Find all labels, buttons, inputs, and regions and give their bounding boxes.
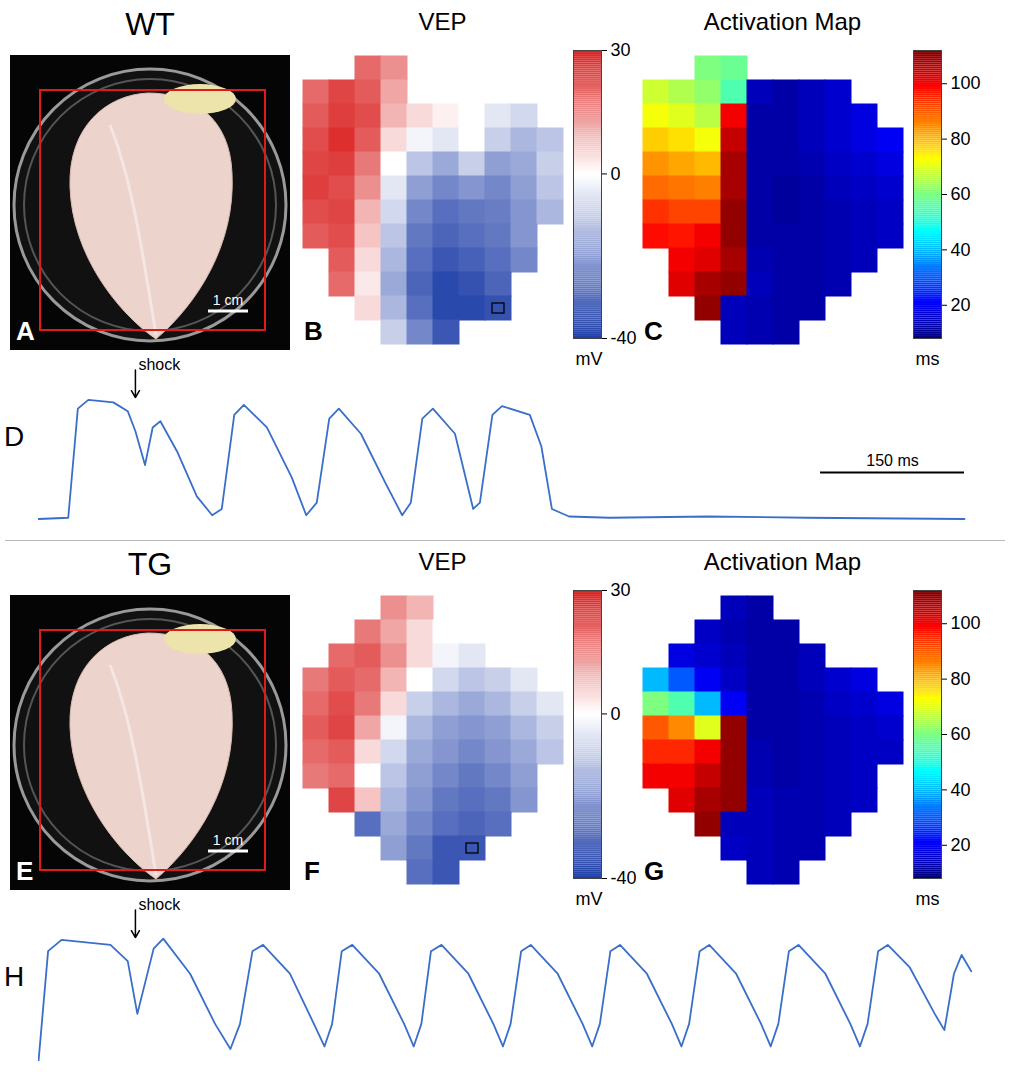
svg-text:shock: shock: [138, 896, 181, 913]
html-text:Activation Map: Activation Map: [703, 8, 862, 35]
html-text:VEP: VEP: [418, 548, 467, 575]
svg-text:20: 20: [951, 835, 971, 855]
svg-text:80: 80: [951, 669, 971, 689]
svg-text:mV: mV: [576, 349, 603, 369]
svg-text:-40: -40: [611, 868, 637, 888]
svg-text:30: 30: [611, 40, 631, 60]
html-text:H: H: [4, 961, 25, 992]
svg-text:60: 60: [951, 184, 971, 204]
svg-text:150 ms: 150 ms: [866, 452, 918, 469]
html-text:Activation Map: Activation Map: [703, 548, 862, 575]
svg-text:1 cm: 1 cm: [213, 292, 243, 308]
html-text:D: D: [4, 421, 25, 452]
svg-text:40: 40: [951, 780, 971, 800]
svg-text:40: 40: [951, 240, 971, 260]
svg-text:shock: shock: [138, 356, 181, 373]
svg-text:100: 100: [951, 73, 981, 93]
svg-text:60: 60: [951, 724, 971, 744]
html-text:TG: TG: [127, 546, 173, 582]
html-text:B: B: [304, 316, 323, 346]
svg-text:mV: mV: [576, 889, 603, 909]
svg-text:0: 0: [611, 704, 621, 724]
html-text:WT: WT: [125, 6, 175, 42]
svg-text:-40: -40: [611, 328, 637, 348]
svg-text:20: 20: [951, 295, 971, 315]
svg-text:30: 30: [611, 580, 631, 600]
html-text:G: G: [644, 856, 665, 886]
svg-text:ms: ms: [916, 889, 940, 909]
html-text:VEP: VEP: [418, 8, 467, 35]
html-text:E: E: [16, 856, 34, 886]
html-text:F: F: [304, 856, 320, 886]
svg-text:0: 0: [611, 164, 621, 184]
html-text:A: A: [16, 316, 35, 346]
svg-text:1 cm: 1 cm: [213, 832, 243, 848]
svg-text:100: 100: [951, 613, 981, 633]
svg-text:80: 80: [951, 129, 971, 149]
svg-text:ms: ms: [916, 349, 940, 369]
html-text:C: C: [644, 316, 663, 346]
